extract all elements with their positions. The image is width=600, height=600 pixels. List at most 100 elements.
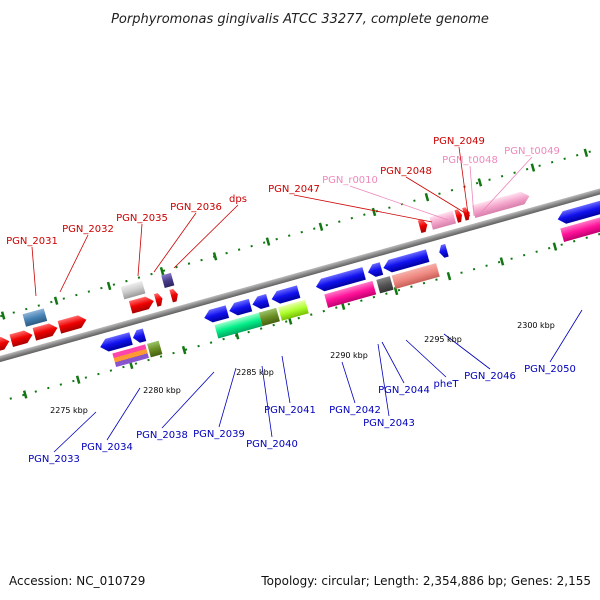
tick-label: 2285 kbp (236, 368, 274, 377)
leader-line (469, 165, 475, 217)
feature-tracks (0, 190, 600, 368)
gene-label[interactable]: PGN_2050 (524, 364, 576, 375)
gene-feature[interactable] (120, 280, 146, 300)
leader-line (218, 367, 237, 428)
lower-track-guide (0, 214, 600, 411)
leader-line (137, 223, 143, 277)
gene-feature[interactable] (560, 209, 600, 242)
gene-feature[interactable] (161, 272, 175, 289)
major-tick (318, 222, 324, 231)
gene-feature[interactable] (9, 329, 34, 348)
gene-feature[interactable] (376, 276, 394, 294)
major-tick (424, 192, 430, 202)
leader-line (153, 212, 197, 273)
tick-label: 2275 kbp (50, 406, 88, 415)
leader-line (106, 387, 141, 441)
gene-feature[interactable] (417, 218, 429, 234)
gene-label[interactable]: PGN_2036 (170, 202, 222, 213)
gene-feature[interactable] (258, 307, 280, 327)
gene-label[interactable]: PGN_2046 (464, 371, 516, 382)
gene-label[interactable]: PGN_r0010 (322, 175, 378, 186)
tick-labels: 2275 kbp 2280 kbp 2285 kbp 2290 kbp 2295 kbp… (50, 321, 555, 415)
gene-feature[interactable] (214, 312, 263, 339)
gene-feature[interactable] (112, 344, 149, 368)
gene-feature[interactable] (366, 262, 384, 278)
major-tick (552, 242, 558, 251)
gene-feature[interactable] (454, 209, 463, 223)
gene-label[interactable]: PGN_2032 (62, 224, 114, 235)
major-tick (159, 266, 165, 276)
gene-label[interactable]: PGN_2038 (136, 430, 188, 441)
gene-label[interactable]: PGN_2048 (380, 166, 432, 177)
gene-feature[interactable] (462, 207, 471, 221)
major-tick (181, 345, 187, 355)
gene-feature[interactable] (98, 332, 133, 353)
major-tick (499, 257, 505, 266)
leader-line (59, 234, 89, 293)
major-tick (446, 271, 452, 281)
leader-line (341, 361, 356, 404)
gene-feature[interactable] (314, 267, 366, 293)
gene-feature[interactable] (391, 263, 440, 290)
gene-feature[interactable] (429, 210, 457, 230)
gene-label[interactable]: PGN_2047 (268, 184, 320, 195)
leader-line (281, 355, 291, 404)
gene-feature[interactable] (438, 244, 449, 259)
gene-feature[interactable] (228, 298, 253, 317)
major-tick (371, 207, 377, 217)
gene-label[interactable]: PGN_2033 (28, 454, 80, 465)
gene-label[interactable]: PGN_2035 (116, 213, 168, 224)
gene-feature[interactable] (0, 335, 11, 355)
major-tick (53, 296, 59, 305)
gene-feature[interactable] (278, 299, 309, 321)
gene-feature[interactable] (57, 314, 88, 334)
gene-label[interactable]: PGN_2039 (193, 429, 245, 440)
tick-label: 2300 kbp (517, 321, 555, 330)
gene-feature[interactable] (22, 308, 48, 327)
gene-label[interactable]: PGN_2031 (6, 236, 58, 247)
gene-label[interactable]: PGN_2043 (363, 418, 415, 429)
leader-line (405, 176, 471, 217)
gene-label[interactable]: PGN_t0049 (504, 146, 560, 157)
tick-label: 2280 kbp (143, 386, 181, 395)
leader-line (173, 204, 239, 269)
major-tick (0, 311, 6, 320)
map-title: Porphyromonas gingivalis ATCC 33277, com… (111, 12, 489, 27)
gene-feature[interactable] (251, 294, 270, 311)
gene-feature[interactable] (153, 292, 164, 307)
leader-line (458, 146, 469, 215)
leader-line (549, 309, 583, 363)
gene-label[interactable]: PGN_2034 (81, 442, 133, 453)
leader-line (477, 156, 533, 217)
gene-feature[interactable] (471, 190, 531, 218)
gene-feature[interactable] (131, 328, 147, 344)
genome-backbone (0, 173, 600, 373)
upper-track-guide (0, 135, 600, 332)
gene-label[interactable]: dps (229, 194, 247, 205)
gene-feature[interactable] (324, 280, 377, 308)
gene-label[interactable]: PGN_t0048 (442, 155, 498, 166)
gene-feature[interactable] (147, 340, 163, 358)
tick-label: 2295 kbp (424, 335, 462, 344)
gene-label[interactable]: PGN_2049 (433, 136, 485, 147)
gene-feature[interactable] (128, 295, 156, 314)
gene-label[interactable]: PGN_2044 (378, 385, 430, 396)
gene-feature[interactable] (382, 249, 430, 274)
gene-feature[interactable] (169, 288, 179, 303)
gene-label[interactable]: PGN_2041 (264, 405, 316, 416)
gene-feature[interactable] (556, 194, 600, 225)
leader-line (349, 185, 449, 221)
gene-feature[interactable] (32, 322, 60, 341)
gene-label[interactable]: PGN_2040 (246, 439, 298, 450)
major-tick (212, 252, 218, 261)
gene-label[interactable]: PGN_2042 (329, 405, 381, 416)
gene-label[interactable]: pheT (434, 379, 460, 390)
leader-line (293, 194, 433, 223)
gene-feature[interactable] (270, 285, 301, 305)
tick-label: 2290 kbp (330, 351, 368, 360)
leader-line (53, 411, 97, 453)
gene-feature[interactable] (202, 305, 230, 324)
leader-lines (31, 146, 583, 453)
